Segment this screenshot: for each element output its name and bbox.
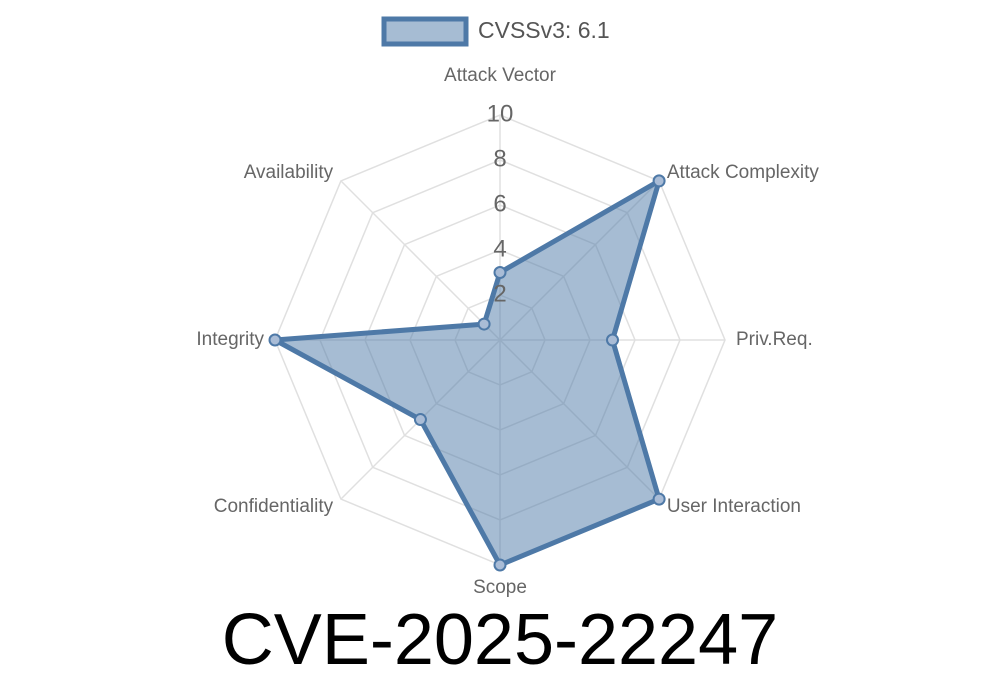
radar-point [652, 492, 666, 506]
grid-spoke [340, 180, 501, 341]
chart-title: CVE-2025-22247 [222, 600, 778, 680]
axis-label: Scope [473, 577, 527, 598]
radar-point [652, 174, 666, 188]
axis-label: Availability [244, 162, 334, 183]
radar-point [477, 317, 491, 331]
tick-label: 2 [493, 280, 506, 307]
axis-label: Confidentiality [214, 496, 334, 517]
axis-label: Attack Vector [444, 65, 557, 86]
tick-label: 6 [493, 190, 506, 217]
radar-point [606, 333, 619, 347]
axis-label: Attack Complexity [667, 162, 820, 183]
tick-label: 10 [487, 100, 514, 127]
radar-point [493, 266, 507, 279]
radar-point [268, 333, 282, 347]
axis-label: User Interaction [667, 496, 801, 517]
radar-point [413, 413, 427, 427]
tick-label: 4 [493, 235, 506, 262]
radar-point [493, 558, 507, 572]
legend-label: CVSSv3: 6.1 [478, 17, 610, 43]
axis-label: Integrity [196, 329, 264, 350]
legend-swatch [381, 16, 469, 47]
tick-label: 8 [493, 145, 506, 172]
axis-label: Priv.Req. [736, 329, 813, 350]
